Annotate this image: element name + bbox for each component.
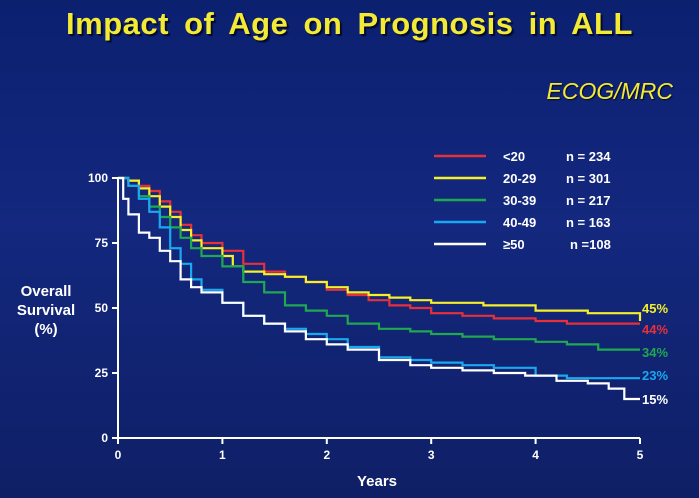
y-axis-title-line-3: (%) <box>34 321 58 338</box>
series-line-lt20 <box>118 176 640 325</box>
y-tick-label: 50 <box>95 301 109 315</box>
x-tick-label: 1 <box>219 448 226 462</box>
y-tick-label: 75 <box>95 236 109 250</box>
x-axis-title: Years <box>357 473 397 490</box>
x-tick-label: 4 <box>532 448 539 462</box>
y-axis-title-line-2: Survival <box>16 302 76 319</box>
legend-n-a40_49: n = 163 <box>566 215 610 230</box>
chart-subtitle: ECOG/MRC <box>546 78 674 104</box>
legend-label-ge50: ≥50 <box>503 237 525 252</box>
y-tick-label: 25 <box>95 366 109 380</box>
legend-label-a40_49: 40-49 <box>503 215 536 230</box>
legend-n-ge50: n =108 <box>570 237 611 252</box>
y-axis-title: Overall Survival (%) <box>8 282 84 339</box>
end-label-a40_49: 23% <box>642 368 668 383</box>
end-label-a20_29: 45% <box>642 301 668 316</box>
series-line-ge50 <box>118 176 640 401</box>
x-tick-label: 5 <box>637 448 644 462</box>
y-tick-label: 0 <box>101 431 108 445</box>
legend-label-a20_29: 20-29 <box>503 171 536 186</box>
legend-label-lt20: <20 <box>503 149 525 164</box>
series-line-a30_39 <box>118 176 640 351</box>
chart-title: Impact of Age on Prognosis in ALL <box>66 6 633 41</box>
end-label-ge50: 15% <box>642 392 668 407</box>
end-label-a30_39: 34% <box>642 345 668 360</box>
x-tick-label: 0 <box>115 448 122 462</box>
series-line-a40_49 <box>118 176 640 380</box>
x-tick-label: 2 <box>323 448 330 462</box>
y-axis-title-line-1: Overall <box>20 283 72 300</box>
end-label-lt20: 44% <box>642 322 668 337</box>
legend-n-a30_39: n = 217 <box>566 193 610 208</box>
legend-label-a30_39: 30-39 <box>503 193 536 208</box>
legend-n-lt20: n = 234 <box>566 149 611 164</box>
x-tick-label: 3 <box>428 448 435 462</box>
legend-n-a20_29: n = 301 <box>566 171 610 186</box>
series-line-a20_29 <box>118 176 642 321</box>
y-tick-label: 100 <box>88 171 108 185</box>
